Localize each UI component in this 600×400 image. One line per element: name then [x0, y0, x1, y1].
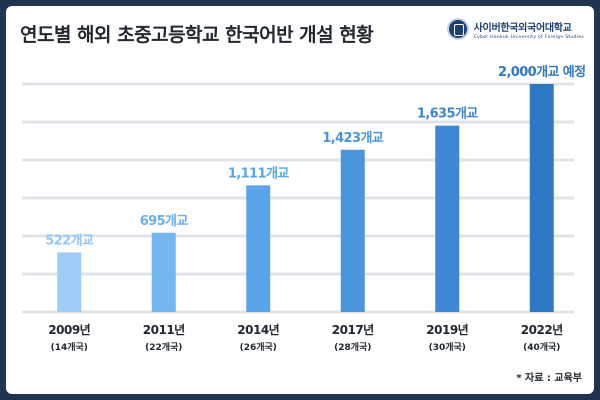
- bars: [57, 84, 554, 312]
- category-sublabel: (30개국): [429, 341, 466, 353]
- logo-text: 사이버한국외국어대학교 Cyber Hankuk University of F…: [474, 19, 584, 40]
- chart-card: 연도별 해외 초중고등학교 한국어반 개설 현황 사이버한국외국어대학교 Cyb…: [6, 6, 594, 394]
- category-label: 2009년: [48, 323, 90, 337]
- bar-2014년: [246, 185, 271, 312]
- category-sublabel: (40개국): [523, 341, 560, 353]
- bar-chart: 522개교 695개교 1,111개교 1,423개교 1,635개교 2,000개교 예…: [22, 64, 586, 353]
- university-logo: 사이버한국외국어대학교 Cyber Hankuk University of F…: [446, 18, 584, 40]
- bar-2022년: [529, 84, 554, 312]
- value-label: 522개교: [45, 233, 94, 248]
- value-labels: 522개교 695개교 1,111개교 1,423개교 1,635개교 2,000개교 예…: [45, 64, 586, 248]
- value-label: 695개교: [140, 214, 189, 229]
- category-label: 2014년: [237, 323, 279, 337]
- chart-title: 연도별 해외 초중고등학교 한국어반 개설 현황: [20, 24, 374, 46]
- value-label: 1,423개교: [322, 131, 383, 146]
- bar-2009년: [57, 252, 82, 312]
- category-label: 2022년: [521, 323, 563, 337]
- category-sublabel: (28개국): [334, 341, 371, 353]
- value-label: 1,635개교: [417, 107, 478, 122]
- university-seal-icon: [446, 18, 469, 40]
- value-label: 1,111개교: [228, 166, 289, 181]
- category-sublabel: (22개국): [145, 341, 182, 353]
- category-sublabel: (14개국): [51, 341, 88, 353]
- logo-name-ko: 사이버한국외국어대학교: [473, 22, 572, 34]
- source-note: * 자료 : 교육부: [516, 373, 582, 384]
- category-sublabel: (26개국): [240, 341, 277, 353]
- logo-name-en: Cyber Hankuk University of Foreign Studi…: [473, 34, 584, 40]
- value-label: 2,000개교 예정: [498, 64, 586, 80]
- category-labels: 2009년 (14개국) 2011년 (22개국) 2014년 (26개국) 2017년 (2…: [48, 323, 563, 353]
- bar-2019년: [435, 125, 460, 312]
- category-label: 2019년: [426, 323, 468, 337]
- bar-2017년: [340, 149, 365, 312]
- category-label: 2017년: [332, 323, 374, 337]
- grid-lines: [22, 82, 574, 314]
- bar-2011년: [151, 232, 176, 312]
- category-label: 2011년: [143, 323, 185, 337]
